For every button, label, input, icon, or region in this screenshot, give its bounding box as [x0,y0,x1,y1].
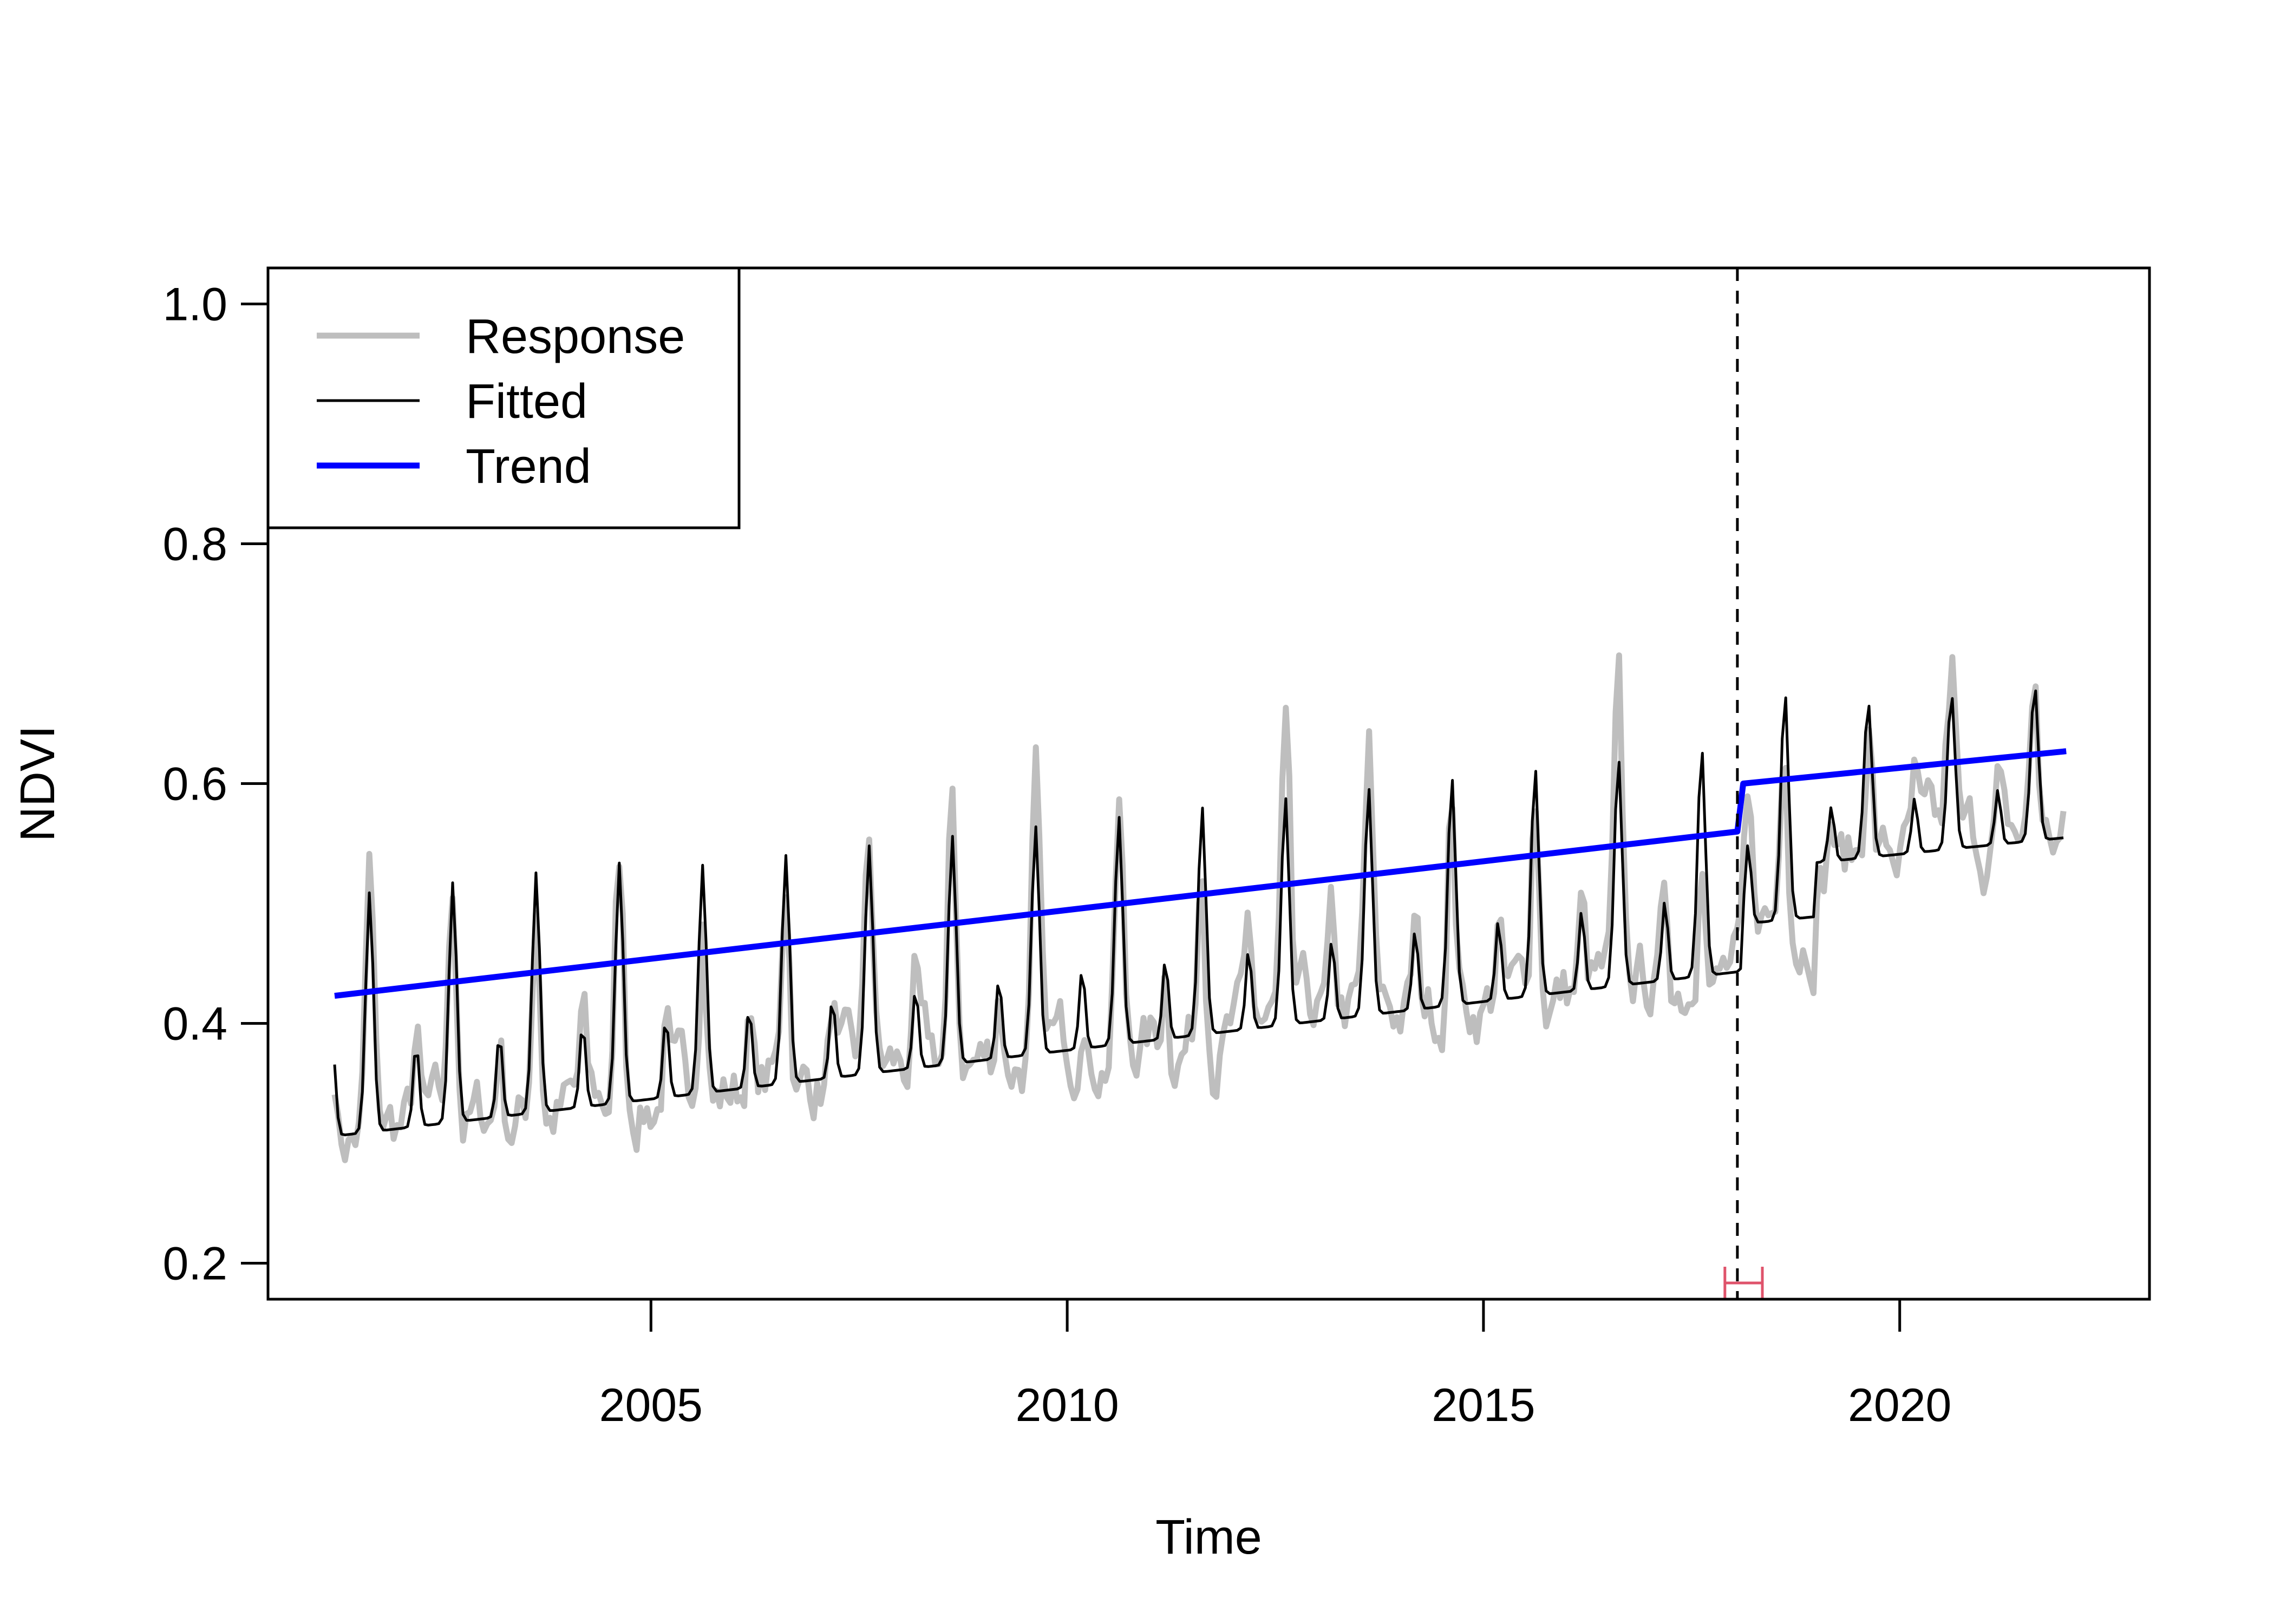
legend-label-fitted: Fitted [466,375,587,429]
trend-line [334,748,2067,999]
x-tick-label: 2020 [1848,1379,1951,1431]
breakpoint-marker [1723,268,1764,1299]
x-tick-label: 2005 [599,1379,703,1431]
fitted-series [333,689,2064,1136]
x-axis-title: Time [1155,1510,1262,1564]
x-tick-label: 2010 [1015,1379,1119,1431]
y-tick-label: 0.4 [162,998,227,1050]
legend: Response Fitted Trend [266,266,741,529]
legend-label-trend: Trend [466,440,591,494]
x-axis: 2005 2010 2015 2020 [599,1299,1951,1431]
y-tick-label: 1.0 [162,278,227,330]
trend-series [334,748,2067,999]
y-axis-title: NDVI [11,725,65,842]
legend-label-response: Response [466,310,685,364]
y-tick-label: 0.8 [162,518,227,570]
y-axis: 0.2 0.4 0.6 0.8 1.0 [162,278,268,1290]
legend-box [266,266,741,529]
y-tick-label: 0.6 [162,758,227,810]
y-tick-label: 0.2 [162,1238,227,1290]
fitted-line [333,689,2064,1136]
x-tick-label: 2015 [1432,1379,1535,1431]
